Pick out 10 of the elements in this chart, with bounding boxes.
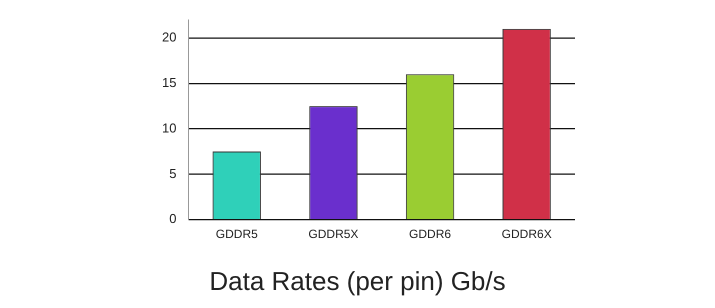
y-tick-label: 10 xyxy=(162,120,176,136)
x-tick-label: GDDR5X xyxy=(308,227,358,242)
x-tick-label: GDDR5 xyxy=(216,227,258,242)
x-tick-label: GDDR6 xyxy=(409,227,452,242)
y-tick-label: 15 xyxy=(162,74,176,90)
y-tick-label: 5 xyxy=(169,166,176,181)
text: Data Rates (per pin) Gb/s xyxy=(208,266,507,297)
x-tick-label: GDDR6X xyxy=(502,227,552,242)
y-tick-label: 0 xyxy=(169,211,176,226)
y-tick-label: 20 xyxy=(162,30,176,45)
